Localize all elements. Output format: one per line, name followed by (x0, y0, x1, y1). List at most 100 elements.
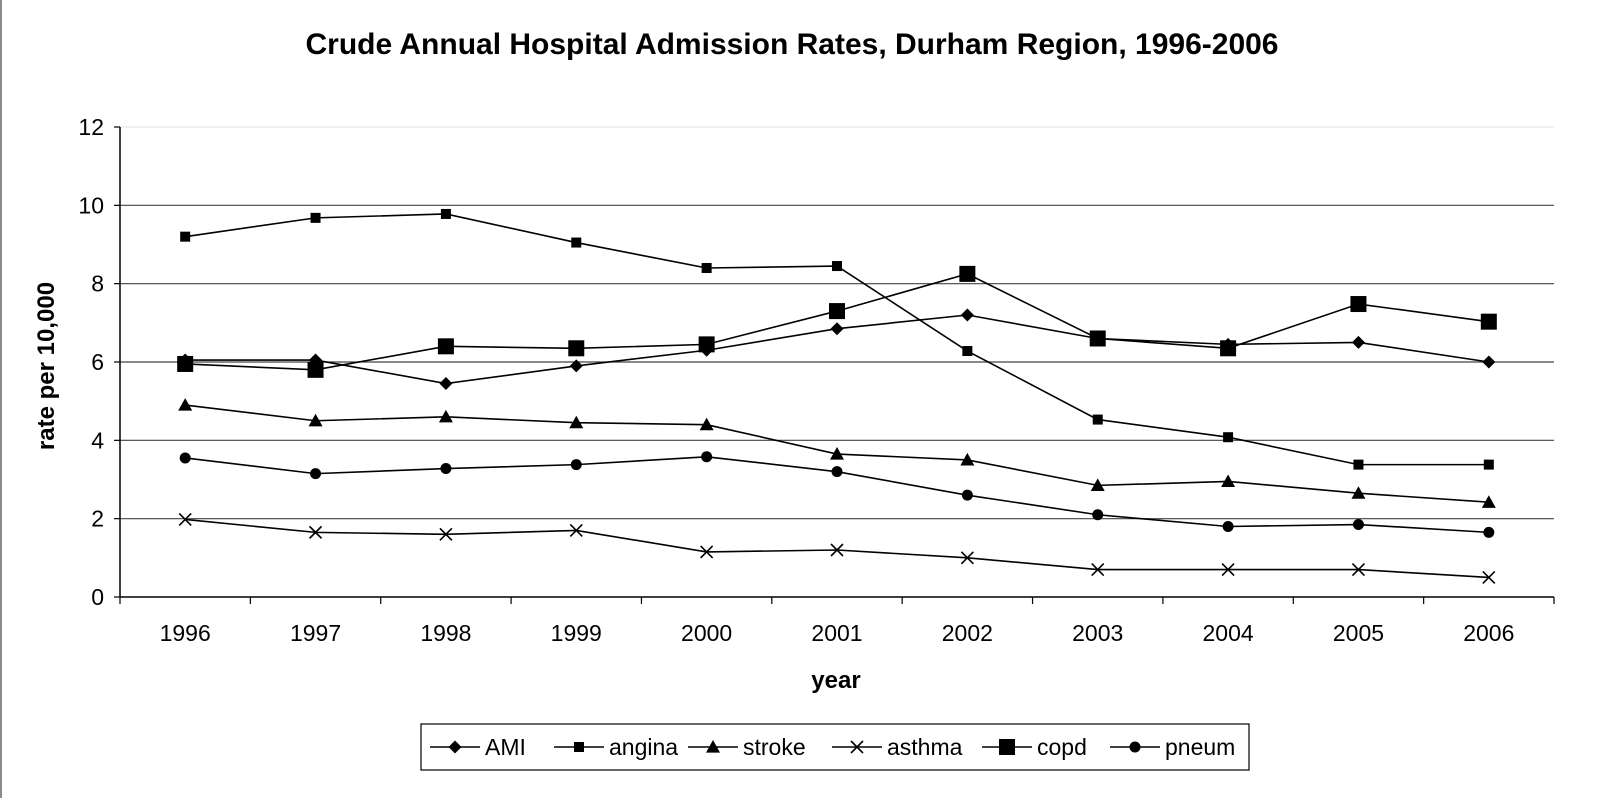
cross-stroke (308, 525, 323, 539)
legend-label: pneum (1165, 734, 1235, 760)
series-line-angina (185, 213, 1489, 466)
data-point-angina (180, 231, 191, 242)
data-point-copd (568, 340, 585, 357)
data-point-pneum (1483, 526, 1495, 538)
series-copd (177, 265, 1497, 378)
data-point-pneum (701, 451, 713, 463)
y-tick-label: 10 (78, 192, 104, 218)
x-axis-label: year (811, 667, 860, 694)
cross-stroke (439, 527, 453, 541)
legend-marker (706, 740, 720, 753)
x-tick-label: 2003 (1072, 620, 1123, 646)
series-stroke (178, 398, 1496, 508)
data-point-ami (830, 322, 844, 336)
cross-stroke (569, 523, 583, 537)
data-point-pneum (1352, 519, 1364, 531)
cross-stroke (830, 543, 844, 557)
data-point-angina (962, 346, 973, 357)
data-point-copd (1350, 296, 1367, 313)
data-point-ami (1351, 335, 1365, 349)
legend-label: copd (1037, 734, 1087, 760)
data-point-pneum (831, 466, 843, 478)
data-point-stroke (308, 413, 323, 427)
y-tick-label: 0 (91, 584, 104, 610)
data-point-angina (310, 212, 321, 223)
data-point-asthma (1221, 563, 1235, 577)
data-point-asthma (830, 543, 844, 557)
data-point-stroke (438, 409, 453, 423)
x-tick-label: 1997 (290, 620, 341, 646)
data-point-copd (1480, 313, 1497, 330)
data-point-copd (698, 336, 715, 353)
legend-label: AMI (485, 734, 526, 760)
data-point-pneum (1092, 509, 1104, 521)
data-point-asthma (1351, 563, 1366, 577)
data-point-angina (1223, 432, 1234, 443)
x-tick-label: 2000 (681, 620, 732, 646)
data-point-stroke (699, 417, 714, 431)
data-point-asthma (1091, 563, 1105, 577)
data-point-stroke (1221, 474, 1236, 488)
data-point-pneum (1222, 521, 1234, 532)
legend-item-ami: AMI (430, 734, 526, 760)
cross-stroke (850, 740, 864, 754)
series-line-asthma (185, 518, 1489, 579)
tick-labels: 0 2 4 6 8 10 12 1996 1997 1998 1999 2000 2001 2002 200… (78, 114, 1514, 646)
cross-stroke (960, 551, 974, 565)
data-point-pneum (310, 468, 322, 480)
data-point-angina (1353, 459, 1364, 470)
x-tick-label: 2002 (942, 620, 993, 646)
data-point-stroke (569, 415, 584, 429)
data-point-pneum (570, 459, 582, 471)
data-point-copd (959, 265, 976, 282)
data-point-asthma (569, 523, 583, 537)
data-point-asthma (1482, 570, 1496, 584)
data-point-ami (960, 308, 974, 322)
data-point-asthma (178, 512, 192, 527)
data-point-stroke (178, 398, 193, 411)
y-axis-label: rate per 10,000 (33, 282, 60, 450)
x-tick-label: 1998 (420, 620, 471, 646)
x-tick-label: 2005 (1333, 620, 1384, 646)
data-point-ami (1482, 355, 1496, 369)
data-point-angina (440, 208, 451, 219)
data-point-ami (439, 377, 453, 391)
series-line-copd (185, 273, 1489, 371)
data-point-stroke (830, 447, 844, 460)
data-point-asthma (700, 545, 714, 559)
x-tick-label: 2001 (811, 620, 862, 646)
data-point-stroke (960, 452, 975, 466)
data-point-stroke (1481, 495, 1496, 508)
data-point-asthma (439, 527, 453, 541)
legend-item-stroke: stroke (688, 734, 806, 760)
series-asthma (178, 512, 1496, 584)
y-tick-label: 8 (91, 271, 104, 297)
series-ami (178, 308, 1496, 391)
data-point-copd (437, 338, 454, 355)
legend-marker (448, 740, 462, 754)
cross-stroke (1221, 563, 1235, 577)
legend-marker (1129, 741, 1141, 753)
x-tick-label: 2006 (1463, 620, 1514, 646)
series-pneum (179, 451, 1495, 538)
axes (114, 126, 1555, 604)
data-point-pneum (961, 489, 973, 501)
x-tick-label: 1996 (160, 620, 211, 646)
data-point-angina (571, 237, 582, 248)
chart-title: Crude Annual Hospital Admission Rates, D… (305, 28, 1278, 61)
data-point-angina (701, 263, 712, 273)
series-angina (180, 208, 1494, 470)
data-point-stroke (1351, 486, 1366, 499)
data-point-ami (569, 359, 583, 373)
x-tick-label: 1999 (551, 620, 602, 646)
legend-item-copd: copd (982, 734, 1087, 760)
legend-marker (999, 739, 1015, 755)
legend-label: asthma (887, 734, 963, 760)
legend-item-pneum: pneum (1110, 734, 1235, 760)
legend-item-angina: angina (554, 734, 678, 760)
data-point-copd (177, 355, 194, 372)
y-tick-label: 6 (91, 349, 104, 375)
series-lines (177, 208, 1497, 584)
